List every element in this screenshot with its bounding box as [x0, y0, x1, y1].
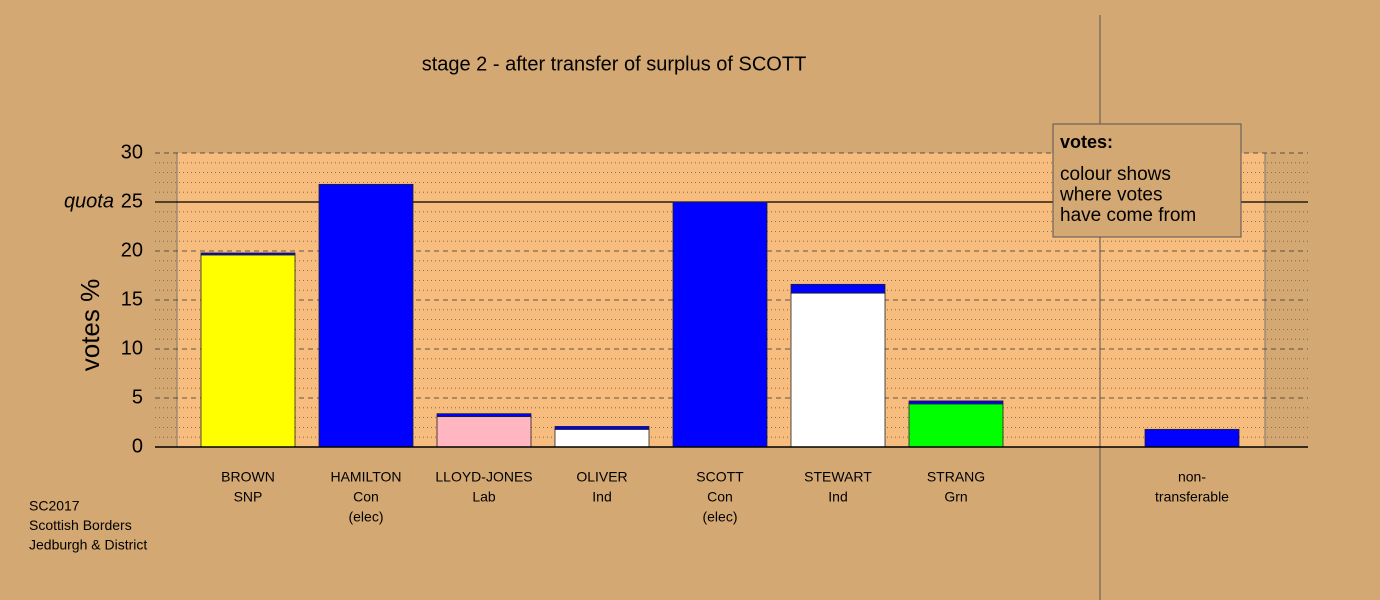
- x-tick-label: Con: [707, 489, 733, 505]
- bar-segment: [908, 403, 1004, 448]
- x-tick-label: (elec): [348, 509, 383, 525]
- labels: 0 5 10 15 20 25 30 quota BROWN SNP HAMILTON Con (ele…: [64, 141, 1229, 524]
- y-tick-label: 5: [132, 386, 143, 408]
- legend-box: [1052, 123, 1242, 238]
- x-tick-label: transferable: [1155, 489, 1229, 505]
- x-tick-label: STEWART: [804, 469, 872, 485]
- x-tick-label: Ind: [828, 489, 847, 505]
- y-tick-label: 10: [121, 337, 143, 359]
- bar-segment: [200, 252, 296, 256]
- bar-segment: [436, 413, 532, 418]
- bar-segment: [908, 400, 1004, 405]
- x-tick-label: Grn: [944, 489, 967, 505]
- bars: [200, 183, 1240, 448]
- y-tick-label: 0: [132, 435, 143, 457]
- legend-text: colour shows: [1060, 164, 1171, 185]
- x-tick-label: STRANG: [927, 469, 985, 485]
- footer: SC2017 Scottish Borders Jedburgh & Distric…: [29, 498, 147, 553]
- legend-title: votes:: [1060, 132, 1113, 152]
- y-tick-label: 30: [121, 141, 143, 163]
- legend-text: where votes: [1059, 185, 1162, 206]
- footer-text: SC2017: [29, 498, 80, 514]
- x-tick-label: BROWN: [221, 469, 275, 485]
- chart-title: stage 2 - after transfer of surplus of S…: [422, 53, 807, 75]
- legend-text: have come from: [1060, 205, 1196, 226]
- bar-segment: [318, 183, 414, 448]
- bar-segment: [554, 426, 650, 430]
- quota-label: quota: [64, 190, 114, 212]
- x-tick-label: (elec): [702, 509, 737, 525]
- bar-segment: [1144, 428, 1240, 448]
- x-tick-label: SCOTT: [696, 469, 744, 485]
- x-tick-label: Lab: [472, 489, 496, 505]
- x-tick-label: SNP: [234, 489, 263, 505]
- footer-text: Scottish Borders: [29, 517, 132, 533]
- bar-segment: [672, 201, 768, 448]
- bar-segment: [790, 283, 886, 294]
- y-tick-label: 25: [121, 190, 143, 212]
- x-tick-label: non-: [1178, 469, 1206, 485]
- y-tick-label: 20: [121, 239, 143, 261]
- x-tick-label: Con: [353, 489, 379, 505]
- footer-text: Jedburgh & District: [29, 537, 147, 553]
- y-tick-label: 15: [121, 288, 143, 310]
- x-tick-label: OLIVER: [576, 469, 627, 485]
- bar-segment: [436, 416, 532, 448]
- x-tick-label: LLOYD-JONES: [435, 469, 532, 485]
- y-axis-label: votes %: [75, 279, 105, 372]
- bar-segment: [200, 254, 296, 448]
- x-tick-label: HAMILTON: [330, 469, 401, 485]
- x-tick-label: Ind: [592, 489, 611, 505]
- bar-segment: [790, 292, 886, 448]
- bar-segment: [554, 428, 650, 448]
